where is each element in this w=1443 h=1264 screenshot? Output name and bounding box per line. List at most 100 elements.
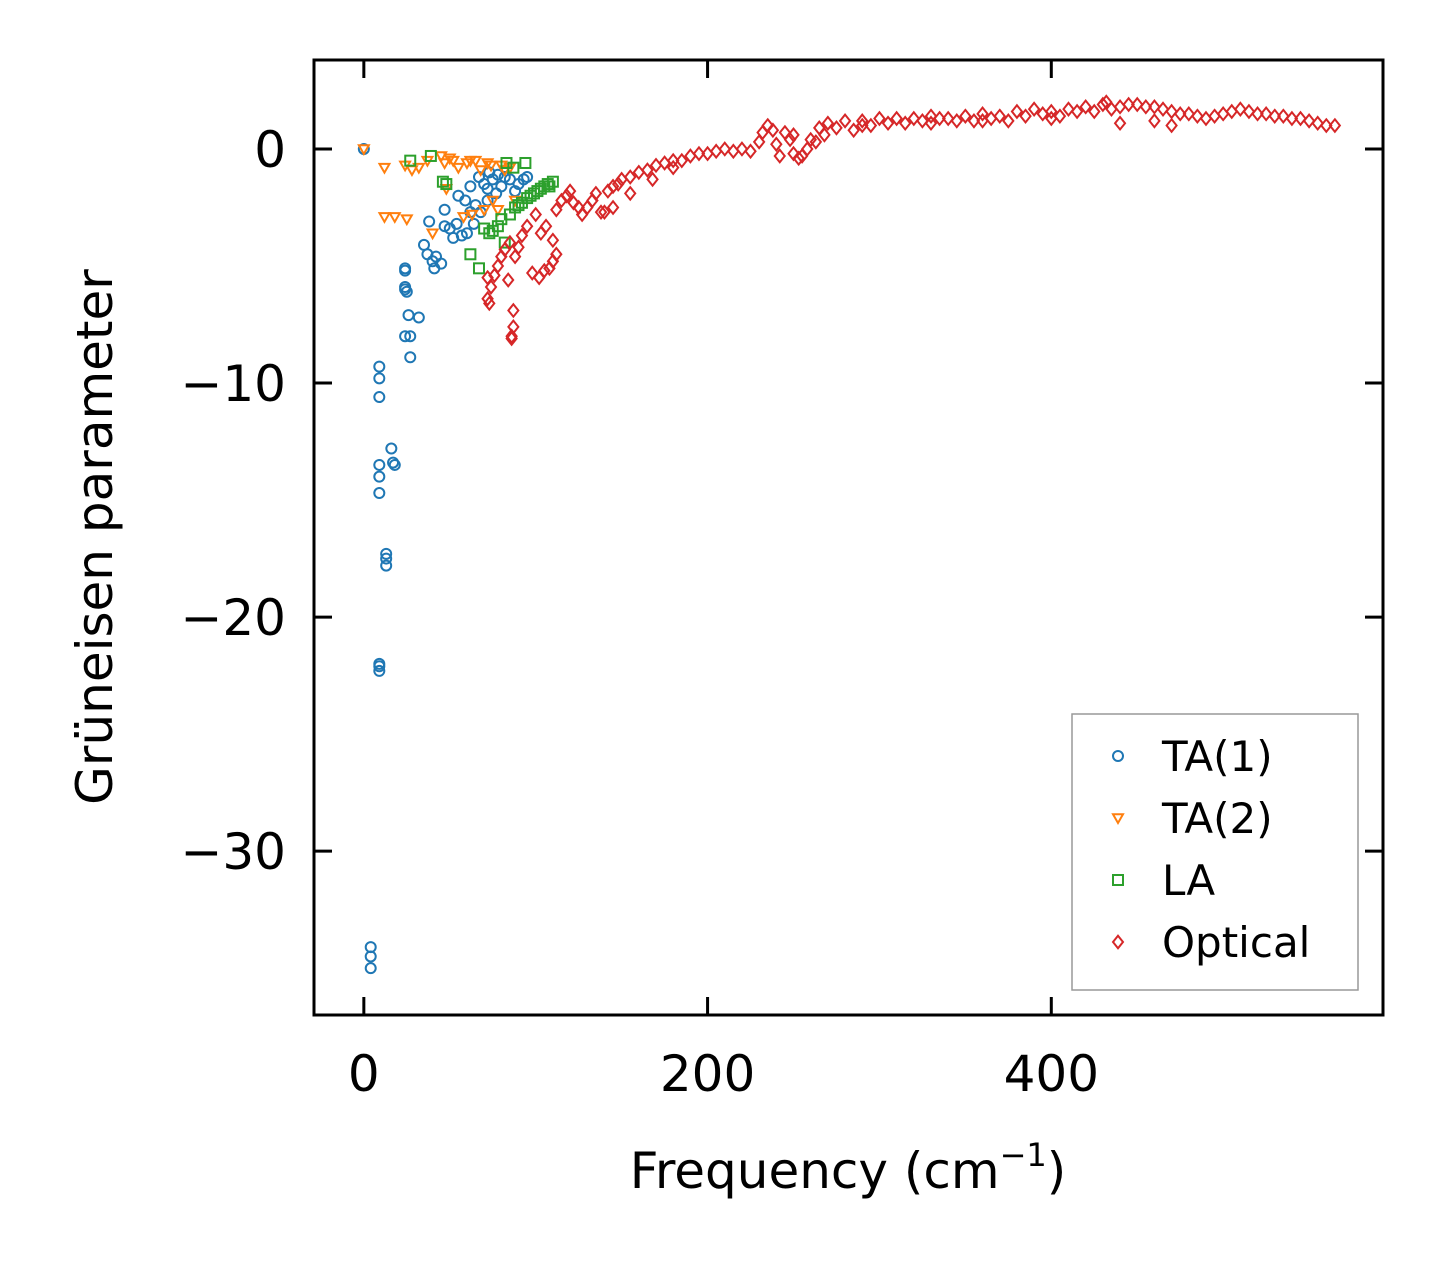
x-tick-label: 200 [660, 1045, 755, 1103]
data-point [385, 442, 398, 455]
data-point [761, 117, 775, 134]
data-point [529, 206, 542, 223]
data-point [388, 212, 402, 224]
series-ta-2 [357, 144, 522, 241]
data-point [459, 194, 472, 207]
data-point [1148, 113, 1161, 129]
data-point [821, 115, 835, 132]
data-point [924, 108, 938, 125]
x-tick-label: 400 [1004, 1045, 1099, 1103]
data-point [1139, 98, 1153, 115]
data-point [594, 204, 608, 220]
legend-entry: TA(1) [1112, 732, 1273, 781]
data-point [484, 160, 498, 173]
data-point [1130, 96, 1144, 113]
data-point [818, 127, 831, 143]
data-point [933, 110, 946, 127]
data-point [959, 108, 972, 125]
data-point [993, 108, 1007, 125]
data-point [436, 175, 449, 188]
data-point [838, 113, 852, 129]
data-point [1113, 98, 1127, 115]
data-point [484, 279, 498, 295]
data-point [465, 209, 479, 222]
data-point [1208, 108, 1221, 125]
data-point [1027, 101, 1041, 118]
data-point [377, 212, 392, 224]
data-point [477, 205, 491, 217]
data-point [373, 372, 386, 385]
legend-label: TA(2) [1161, 794, 1273, 843]
data-point [373, 664, 386, 677]
data-point [539, 218, 553, 235]
data-point [1173, 105, 1187, 122]
data-point [766, 122, 780, 139]
data-point [486, 195, 500, 208]
data-point [1113, 115, 1127, 132]
data-point [727, 143, 740, 160]
legend-entry: Optical [1111, 918, 1310, 967]
data-point [437, 158, 452, 171]
data-point [498, 165, 512, 178]
data-point [400, 285, 413, 298]
data-point [1165, 103, 1178, 120]
data-point [1165, 117, 1178, 134]
x-axis-label: Frequency (cm−1) [630, 1136, 1067, 1200]
series-la [404, 149, 559, 275]
y-tick-label: −20 [180, 589, 286, 647]
data-point [451, 162, 466, 175]
data-point [377, 162, 392, 175]
data-point [855, 113, 869, 129]
data-point [1277, 108, 1290, 125]
data-point [1010, 103, 1024, 120]
data-point [380, 559, 393, 572]
data-point [424, 149, 437, 162]
data-point [507, 161, 520, 174]
data-point [1242, 103, 1256, 120]
data-point [773, 148, 787, 164]
data-point [976, 113, 989, 129]
data-point [1302, 113, 1316, 129]
y-tick-label: 0 [254, 121, 286, 179]
data-point [950, 113, 964, 129]
data-point [1259, 105, 1273, 122]
data-point [1328, 117, 1342, 134]
data-point [1079, 98, 1092, 115]
legend-label: TA(1) [1161, 732, 1273, 781]
data-point [538, 262, 551, 279]
data-point [456, 212, 471, 224]
data-point [380, 552, 393, 565]
data-point [1096, 96, 1110, 113]
data-point [399, 283, 412, 296]
data-point [1045, 110, 1058, 127]
data-point [589, 185, 603, 202]
data-point [404, 330, 417, 343]
legend-marker [1111, 934, 1125, 950]
data-point [1045, 103, 1058, 120]
data-point [425, 228, 440, 241]
data-point [873, 110, 886, 127]
data-point [546, 175, 559, 188]
data-point [792, 150, 805, 167]
legend-marker [1112, 874, 1124, 886]
data-point [967, 113, 981, 129]
data-point [809, 134, 823, 150]
data-point [1122, 96, 1135, 113]
data-point [521, 171, 534, 184]
data-point [373, 660, 386, 673]
data-point [357, 144, 371, 156]
data-point [1087, 103, 1101, 120]
series-ta-1 [357, 142, 534, 975]
data-point [941, 110, 955, 127]
data-point [916, 113, 929, 129]
data-point [898, 115, 912, 132]
data-point [787, 127, 800, 143]
data-point [399, 330, 412, 343]
data-point [464, 180, 477, 193]
data-point [1251, 105, 1264, 122]
data-point [512, 239, 525, 256]
data-point [1225, 103, 1239, 120]
data-point [550, 201, 563, 218]
data-point [519, 156, 532, 169]
data-point [505, 328, 518, 345]
